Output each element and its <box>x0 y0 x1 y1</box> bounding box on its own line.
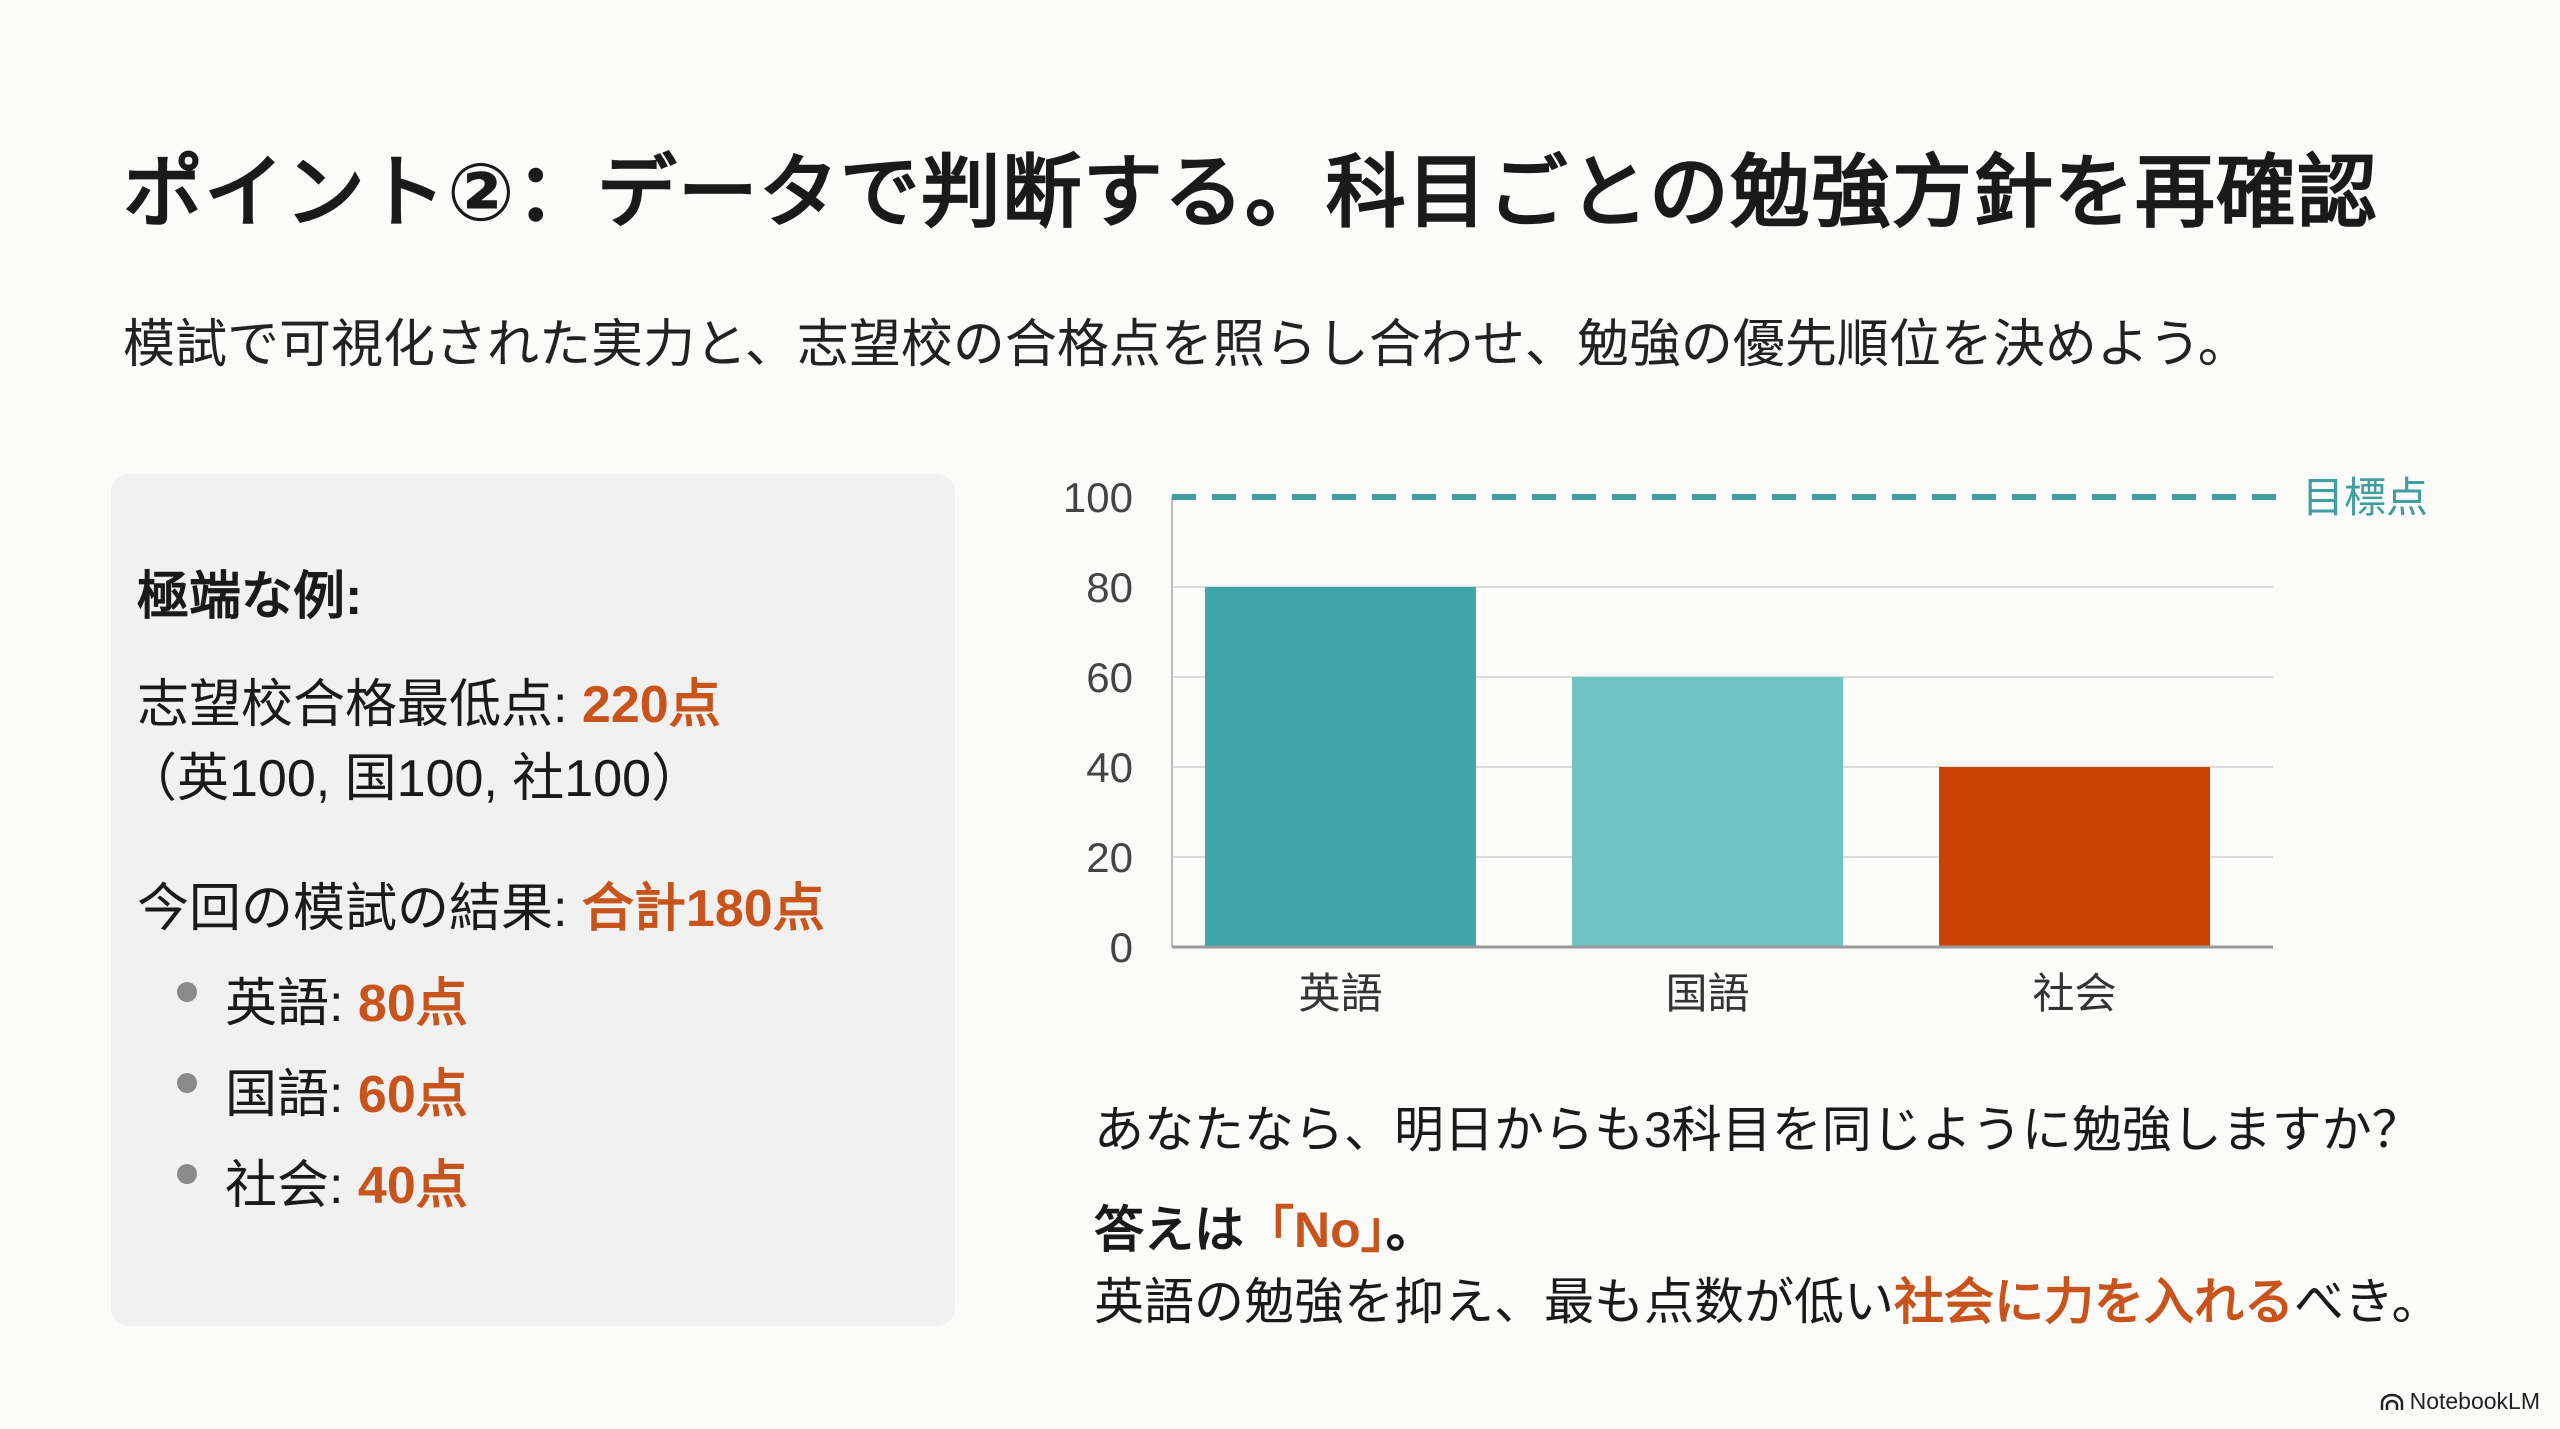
y-tick-label: 80 <box>1086 564 1133 611</box>
bar-3 <box>1939 767 2210 947</box>
bullet-icon <box>177 982 197 1002</box>
answer-prefix: 答えは <box>1094 1202 1244 1258</box>
list-item: 英語: 80点 <box>225 961 468 1036</box>
answer-line: 答えは「No」。 <box>1094 1190 1436 1262</box>
answer-value: 「No」 <box>1244 1202 1386 1258</box>
item-label: 社会: <box>225 1157 358 1215</box>
page-title: ポイント②：データで判断する。科目ごとの勉強方針を再確認 <box>123 148 2378 237</box>
list-item: 社会: 40点 <box>225 1143 468 1218</box>
bar-2 <box>1572 677 1843 947</box>
result-value: 合計180点 <box>581 880 825 938</box>
panel-heading: 極端な例: <box>137 568 363 626</box>
y-tick-label: 20 <box>1086 834 1133 881</box>
min-score-label: 志望校合格最低点: <box>137 676 582 734</box>
question-text: あなたなら、明日からも3科目を同じように勉強しますか？ <box>1094 1102 2422 1158</box>
y-tick-label: 60 <box>1086 654 1133 701</box>
x-tick-label: 英語 <box>1298 970 1382 1017</box>
x-tick-label: 国語 <box>1665 970 1749 1017</box>
item-label: 国語: <box>225 1066 358 1124</box>
bullet-icon <box>177 1073 197 1093</box>
item-label: 英語: <box>225 975 358 1033</box>
advice-suffix: べき。 <box>2294 1274 2442 1330</box>
notebooklm-logo-icon <box>2380 1393 2403 1410</box>
item-value: 80点 <box>357 975 468 1033</box>
advice-highlight: 社会に力を入れる <box>1894 1274 2294 1330</box>
target-label: 目標点 <box>2302 474 2428 521</box>
page-subtitle: 模試で可視化された実力と、志望校の合格点を照らし合わせ、勉強の優先順位を決めよう… <box>123 316 2250 374</box>
list-item: 国語: 60点 <box>225 1052 468 1127</box>
result-label: 今回の模試の結果: <box>137 880 582 938</box>
watermark-label: NotebookLM <box>2409 1388 2540 1414</box>
example-panel: 極端な例: 志望校合格最低点: 220点 （英100, 国100, 社100） … <box>111 474 955 1326</box>
result-line: 今回の模試の結果: 合計180点 <box>137 866 825 941</box>
min-score-breakdown: （英100, 国100, 社100） <box>125 750 704 808</box>
item-value: 60点 <box>357 1066 468 1124</box>
y-tick-label: 100 <box>1063 474 1133 521</box>
item-value: 40点 <box>357 1157 468 1215</box>
min-score-line: 志望校合格最低点: 220点 <box>137 662 721 737</box>
watermark: NotebookLM <box>2380 1388 2540 1415</box>
min-score-value: 220点 <box>581 676 721 734</box>
answer-suffix: 。 <box>1385 1202 1436 1258</box>
bar-1 <box>1205 587 1476 947</box>
x-tick-label: 社会 <box>2032 970 2116 1017</box>
bullet-icon <box>177 1164 197 1184</box>
advice-line: 英語の勉強を抑え、最も点数が低い社会に力を入れるべき。 <box>1094 1262 2442 1334</box>
y-tick-label: 0 <box>1110 924 1133 971</box>
advice-prefix: 英語の勉強を抑え、最も点数が低い <box>1094 1274 1894 1330</box>
y-tick-label: 40 <box>1086 744 1133 791</box>
